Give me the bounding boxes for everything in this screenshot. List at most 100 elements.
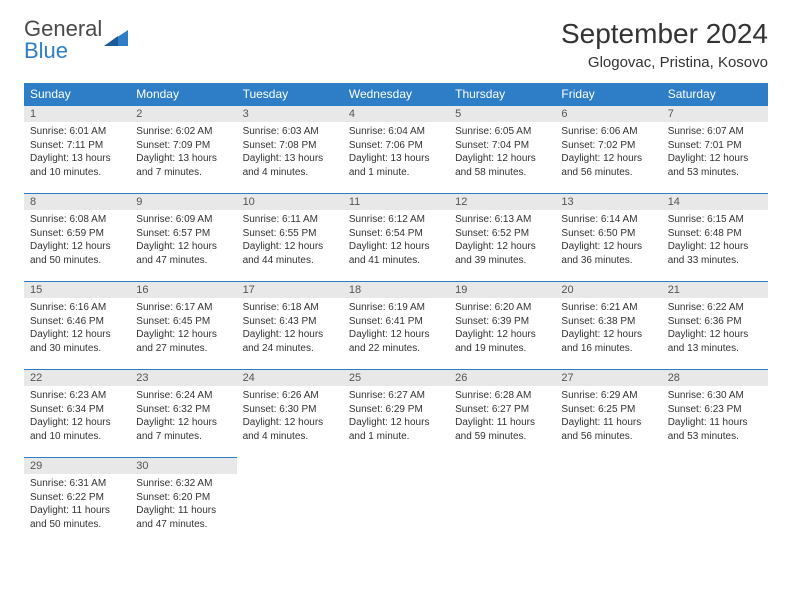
day-cell: 17Sunrise: 6:18 AMSunset: 6:43 PMDayligh…: [237, 281, 343, 369]
calendar-day-cell: 24Sunrise: 6:26 AMSunset: 6:30 PMDayligh…: [237, 369, 343, 457]
day-details: Sunrise: 6:28 AMSunset: 6:27 PMDaylight:…: [449, 386, 555, 446]
calendar-day-cell: 28Sunrise: 6:30 AMSunset: 6:23 PMDayligh…: [662, 369, 768, 457]
day-cell: 20Sunrise: 6:21 AMSunset: 6:38 PMDayligh…: [555, 281, 661, 369]
calendar-table: SundayMondayTuesdayWednesdayThursdayFrid…: [24, 83, 768, 545]
day-cell: 28Sunrise: 6:30 AMSunset: 6:23 PMDayligh…: [662, 369, 768, 457]
day-details: Sunrise: 6:12 AMSunset: 6:54 PMDaylight:…: [343, 210, 449, 270]
day-details: Sunrise: 6:02 AMSunset: 7:09 PMDaylight:…: [130, 122, 236, 182]
calendar-day-cell: 23Sunrise: 6:24 AMSunset: 6:32 PMDayligh…: [130, 369, 236, 457]
calendar-day-cell: 21Sunrise: 6:22 AMSunset: 6:36 PMDayligh…: [662, 281, 768, 369]
day-details: Sunrise: 6:24 AMSunset: 6:32 PMDaylight:…: [130, 386, 236, 446]
calendar-week-row: 22Sunrise: 6:23 AMSunset: 6:34 PMDayligh…: [24, 369, 768, 457]
calendar-day-cell: 14Sunrise: 6:15 AMSunset: 6:48 PMDayligh…: [662, 193, 768, 281]
day-cell: 24Sunrise: 6:26 AMSunset: 6:30 PMDayligh…: [237, 369, 343, 457]
day-details: Sunrise: 6:19 AMSunset: 6:41 PMDaylight:…: [343, 298, 449, 358]
day-cell: 30Sunrise: 6:32 AMSunset: 6:20 PMDayligh…: [130, 457, 236, 545]
calendar-day-cell: 25Sunrise: 6:27 AMSunset: 6:29 PMDayligh…: [343, 369, 449, 457]
day-number: 7: [662, 105, 768, 122]
day-cell: 15Sunrise: 6:16 AMSunset: 6:46 PMDayligh…: [24, 281, 130, 369]
day-number: 1: [24, 105, 130, 122]
logo-text-blue: Blue: [24, 38, 68, 63]
calendar-day-cell: 27Sunrise: 6:29 AMSunset: 6:25 PMDayligh…: [555, 369, 661, 457]
day-details: Sunrise: 6:03 AMSunset: 7:08 PMDaylight:…: [237, 122, 343, 182]
month-title: September 2024: [561, 18, 768, 50]
day-number: 5: [449, 105, 555, 122]
day-cell: 16Sunrise: 6:17 AMSunset: 6:45 PMDayligh…: [130, 281, 236, 369]
day-details: Sunrise: 6:04 AMSunset: 7:06 PMDaylight:…: [343, 122, 449, 182]
calendar-day-cell: 29Sunrise: 6:31 AMSunset: 6:22 PMDayligh…: [24, 457, 130, 545]
day-number: 22: [24, 369, 130, 386]
day-cell: 1Sunrise: 6:01 AMSunset: 7:11 PMDaylight…: [24, 105, 130, 193]
logo: General Blue: [24, 18, 130, 62]
day-number: 10: [237, 193, 343, 210]
day-cell: 12Sunrise: 6:13 AMSunset: 6:52 PMDayligh…: [449, 193, 555, 281]
day-details: Sunrise: 6:20 AMSunset: 6:39 PMDaylight:…: [449, 298, 555, 358]
day-number: 6: [555, 105, 661, 122]
day-cell: 7Sunrise: 6:07 AMSunset: 7:01 PMDaylight…: [662, 105, 768, 193]
day-cell: 13Sunrise: 6:14 AMSunset: 6:50 PMDayligh…: [555, 193, 661, 281]
day-number: 19: [449, 281, 555, 298]
calendar-day-cell: 22Sunrise: 6:23 AMSunset: 6:34 PMDayligh…: [24, 369, 130, 457]
day-details: Sunrise: 6:26 AMSunset: 6:30 PMDaylight:…: [237, 386, 343, 446]
day-details: Sunrise: 6:27 AMSunset: 6:29 PMDaylight:…: [343, 386, 449, 446]
day-number: 12: [449, 193, 555, 210]
day-number: 18: [343, 281, 449, 298]
calendar-day-cell: 17Sunrise: 6:18 AMSunset: 6:43 PMDayligh…: [237, 281, 343, 369]
day-details: Sunrise: 6:30 AMSunset: 6:23 PMDaylight:…: [662, 386, 768, 446]
calendar-day-cell: 1Sunrise: 6:01 AMSunset: 7:11 PMDaylight…: [24, 105, 130, 193]
day-cell: 8Sunrise: 6:08 AMSunset: 6:59 PMDaylight…: [24, 193, 130, 281]
calendar-empty-cell: [343, 457, 449, 545]
day-number: 17: [237, 281, 343, 298]
day-cell: 6Sunrise: 6:06 AMSunset: 7:02 PMDaylight…: [555, 105, 661, 193]
day-number: 30: [130, 457, 236, 474]
day-details: Sunrise: 6:17 AMSunset: 6:45 PMDaylight:…: [130, 298, 236, 358]
day-cell: 9Sunrise: 6:09 AMSunset: 6:57 PMDaylight…: [130, 193, 236, 281]
calendar-empty-cell: [237, 457, 343, 545]
logo-text: General Blue: [24, 18, 102, 62]
day-number: 28: [662, 369, 768, 386]
day-number: 2: [130, 105, 236, 122]
day-cell: 22Sunrise: 6:23 AMSunset: 6:34 PMDayligh…: [24, 369, 130, 457]
calendar-empty-cell: [449, 457, 555, 545]
day-cell: 2Sunrise: 6:02 AMSunset: 7:09 PMDaylight…: [130, 105, 236, 193]
calendar-day-cell: 6Sunrise: 6:06 AMSunset: 7:02 PMDaylight…: [555, 105, 661, 193]
calendar-body: 1Sunrise: 6:01 AMSunset: 7:11 PMDaylight…: [24, 105, 768, 545]
day-number: 3: [237, 105, 343, 122]
calendar-day-cell: 26Sunrise: 6:28 AMSunset: 6:27 PMDayligh…: [449, 369, 555, 457]
day-details: Sunrise: 6:15 AMSunset: 6:48 PMDaylight:…: [662, 210, 768, 270]
calendar-day-cell: 15Sunrise: 6:16 AMSunset: 6:46 PMDayligh…: [24, 281, 130, 369]
day-cell: 23Sunrise: 6:24 AMSunset: 6:32 PMDayligh…: [130, 369, 236, 457]
day-cell: 27Sunrise: 6:29 AMSunset: 6:25 PMDayligh…: [555, 369, 661, 457]
day-number: 24: [237, 369, 343, 386]
calendar-day-cell: 16Sunrise: 6:17 AMSunset: 6:45 PMDayligh…: [130, 281, 236, 369]
calendar-week-row: 8Sunrise: 6:08 AMSunset: 6:59 PMDaylight…: [24, 193, 768, 281]
day-number: 4: [343, 105, 449, 122]
calendar-day-cell: 11Sunrise: 6:12 AMSunset: 6:54 PMDayligh…: [343, 193, 449, 281]
calendar-day-cell: 13Sunrise: 6:14 AMSunset: 6:50 PMDayligh…: [555, 193, 661, 281]
day-cell: 18Sunrise: 6:19 AMSunset: 6:41 PMDayligh…: [343, 281, 449, 369]
day-number: 11: [343, 193, 449, 210]
calendar-day-cell: 20Sunrise: 6:21 AMSunset: 6:38 PMDayligh…: [555, 281, 661, 369]
calendar-day-cell: 10Sunrise: 6:11 AMSunset: 6:55 PMDayligh…: [237, 193, 343, 281]
weekday-header: Tuesday: [237, 83, 343, 105]
calendar-week-row: 15Sunrise: 6:16 AMSunset: 6:46 PMDayligh…: [24, 281, 768, 369]
day-details: Sunrise: 6:31 AMSunset: 6:22 PMDaylight:…: [24, 474, 130, 534]
weekday-header: Wednesday: [343, 83, 449, 105]
calendar-day-cell: 18Sunrise: 6:19 AMSunset: 6:41 PMDayligh…: [343, 281, 449, 369]
title-block: September 2024 Glogovac, Pristina, Kosov…: [561, 18, 768, 71]
day-number: 16: [130, 281, 236, 298]
calendar-day-cell: 4Sunrise: 6:04 AMSunset: 7:06 PMDaylight…: [343, 105, 449, 193]
weekday-header: Friday: [555, 83, 661, 105]
day-cell: 14Sunrise: 6:15 AMSunset: 6:48 PMDayligh…: [662, 193, 768, 281]
day-details: Sunrise: 6:08 AMSunset: 6:59 PMDaylight:…: [24, 210, 130, 270]
weekday-header: Monday: [130, 83, 236, 105]
day-details: Sunrise: 6:09 AMSunset: 6:57 PMDaylight:…: [130, 210, 236, 270]
day-cell: 3Sunrise: 6:03 AMSunset: 7:08 PMDaylight…: [237, 105, 343, 193]
day-number: 15: [24, 281, 130, 298]
day-details: Sunrise: 6:18 AMSunset: 6:43 PMDaylight:…: [237, 298, 343, 358]
day-details: Sunrise: 6:01 AMSunset: 7:11 PMDaylight:…: [24, 122, 130, 182]
header: General Blue September 2024 Glogovac, Pr…: [24, 18, 768, 71]
weekday-row: SundayMondayTuesdayWednesdayThursdayFrid…: [24, 83, 768, 105]
day-cell: 5Sunrise: 6:05 AMSunset: 7:04 PMDaylight…: [449, 105, 555, 193]
day-cell: 21Sunrise: 6:22 AMSunset: 6:36 PMDayligh…: [662, 281, 768, 369]
